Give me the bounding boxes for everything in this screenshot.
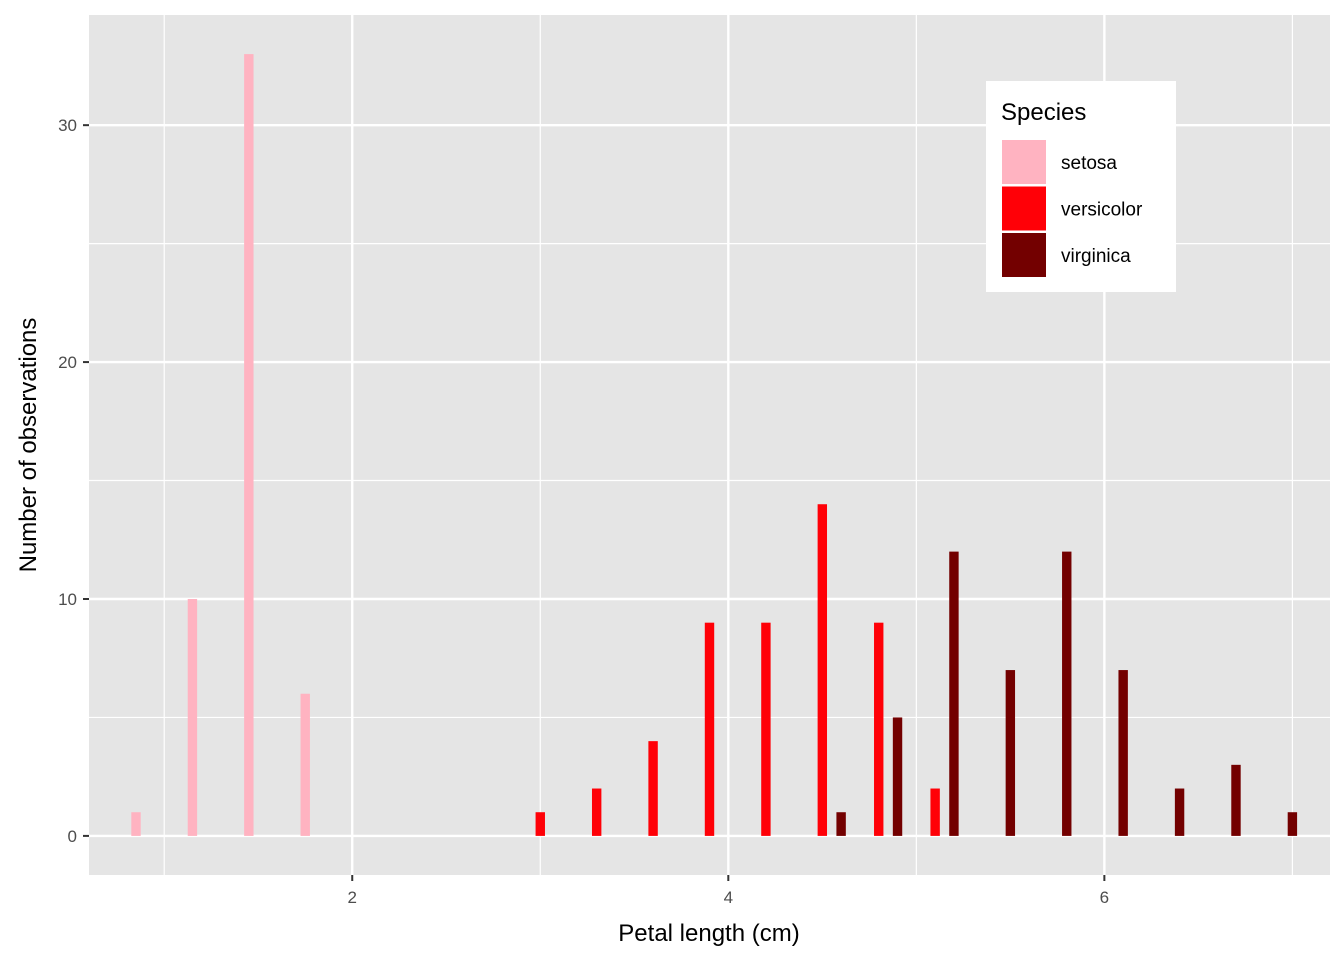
x-axis-title: Petal length (cm) bbox=[618, 920, 799, 947]
legend-items: setosa versicolor virginica bbox=[1002, 140, 1143, 277]
bar-setosa bbox=[300, 693, 310, 836]
legend-label-setosa: setosa bbox=[1061, 153, 1117, 174]
legend-label-virginica: virginica bbox=[1061, 246, 1131, 267]
bar-versicolor bbox=[930, 788, 940, 836]
legend: Species setosa versicolor virginica bbox=[986, 81, 1176, 292]
bar-virginica bbox=[949, 551, 959, 836]
x-tick-label: 6 bbox=[1100, 888, 1109, 907]
bar-setosa bbox=[131, 812, 141, 836]
bar-versicolor bbox=[761, 622, 771, 836]
bar-setosa bbox=[187, 598, 198, 836]
y-tick-label: 10 bbox=[58, 590, 77, 609]
legend-label-versicolor: versicolor bbox=[1061, 200, 1143, 221]
axes: 2 4 6 0 10 20 30 bbox=[58, 116, 1109, 907]
bar-virginica bbox=[1174, 788, 1185, 836]
y-tick-label: 20 bbox=[58, 353, 77, 372]
x-tick-label: 4 bbox=[724, 888, 733, 907]
bar-versicolor bbox=[535, 812, 545, 836]
bar-virginica bbox=[1118, 670, 1128, 836]
bar-versicolor bbox=[704, 622, 715, 836]
bar-virginica bbox=[892, 717, 903, 836]
bars bbox=[131, 54, 1298, 836]
legend-key-versicolor bbox=[1002, 186, 1046, 231]
bar-versicolor bbox=[874, 622, 884, 836]
bar-virginica bbox=[1062, 551, 1072, 836]
y-tick-label: 30 bbox=[58, 116, 77, 135]
legend-key-setosa bbox=[1002, 140, 1046, 184]
bar-versicolor bbox=[648, 741, 658, 836]
bar-versicolor bbox=[817, 504, 828, 836]
bar-virginica bbox=[1231, 764, 1241, 836]
y-tick-label: 0 bbox=[68, 827, 77, 846]
bar-versicolor bbox=[591, 788, 602, 836]
bar-virginica bbox=[836, 812, 846, 836]
legend-key-virginica bbox=[1002, 233, 1046, 277]
y-axis-title: Number of observations bbox=[15, 318, 42, 573]
x-tick-label: 2 bbox=[348, 888, 357, 907]
bar-setosa bbox=[244, 54, 254, 836]
legend-title: Species bbox=[1001, 99, 1086, 126]
bar-virginica bbox=[1287, 812, 1298, 836]
bar-virginica bbox=[1005, 670, 1016, 836]
